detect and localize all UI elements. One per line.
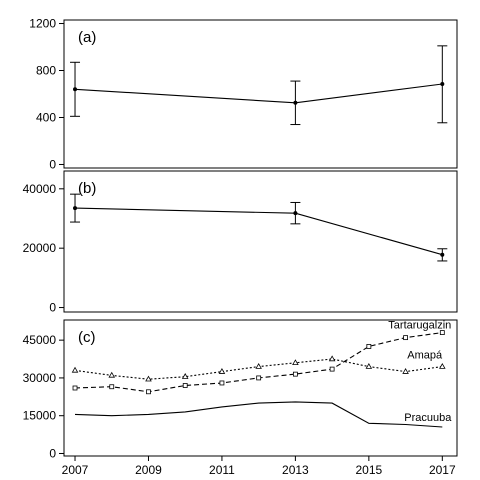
data-point bbox=[403, 335, 408, 341]
y-tick-label: 0 bbox=[49, 157, 56, 171]
data-point bbox=[402, 368, 409, 374]
y-tick-label: 15000 bbox=[23, 409, 57, 423]
plot-frame bbox=[63, 19, 458, 169]
data-point bbox=[328, 355, 336, 362]
plot-frame bbox=[63, 170, 458, 313]
panel-b: 0 20000 40000 (b) bbox=[23, 170, 458, 315]
data-point bbox=[218, 368, 226, 374]
y-tick-label: 800 bbox=[36, 64, 56, 78]
data-point bbox=[293, 100, 298, 105]
series-line-pracuuba bbox=[74, 401, 443, 428]
y-tick-label: 40000 bbox=[23, 182, 57, 196]
panel-label: (b) bbox=[78, 180, 96, 197]
panel-c: 0 15000 30000 45000 2007 2009 2011 2013 2015 2017… bbox=[23, 319, 458, 477]
data-point bbox=[292, 359, 299, 366]
data-point bbox=[439, 330, 445, 335]
panel-label: (a) bbox=[78, 29, 96, 46]
data-point bbox=[72, 385, 78, 391]
data-point bbox=[182, 383, 188, 388]
data-point bbox=[366, 344, 372, 349]
x-tick-label: 2017 bbox=[429, 463, 456, 477]
data-point bbox=[293, 211, 298, 216]
series-line-tartarugalzin bbox=[74, 332, 443, 393]
data-point bbox=[329, 366, 335, 372]
data-point bbox=[108, 371, 116, 378]
y-tick-label: 20000 bbox=[23, 241, 57, 255]
y-tick-label: 400 bbox=[36, 110, 56, 124]
data-point bbox=[73, 206, 78, 211]
x-tick-label: 2013 bbox=[282, 463, 309, 477]
series-line bbox=[74, 207, 443, 256]
series-label: Amapá bbox=[407, 350, 443, 362]
data-point bbox=[365, 362, 373, 369]
data-point bbox=[219, 380, 225, 386]
x-tick-label: 2009 bbox=[135, 463, 162, 477]
plot-frame bbox=[63, 319, 458, 457]
data-point bbox=[145, 375, 152, 382]
data-point bbox=[109, 384, 115, 390]
data-point bbox=[292, 371, 298, 377]
data-point bbox=[440, 82, 445, 87]
panel-label: (c) bbox=[78, 329, 96, 346]
data-point bbox=[255, 362, 262, 369]
data-point bbox=[439, 362, 446, 369]
panel-a: 0 400 800 1200 (a) bbox=[29, 17, 458, 171]
y-tick-label: 0 bbox=[49, 301, 56, 315]
data-point bbox=[73, 87, 78, 92]
y-tick-label: 1200 bbox=[29, 17, 56, 31]
data-point bbox=[71, 366, 79, 373]
data-point bbox=[440, 252, 445, 257]
data-point bbox=[181, 373, 189, 379]
data-point bbox=[146, 389, 151, 395]
data-point bbox=[256, 375, 262, 381]
series-label: Pracuuba bbox=[404, 412, 452, 424]
y-tick-label: 30000 bbox=[23, 371, 57, 385]
y-tick-label: 45000 bbox=[23, 333, 57, 347]
x-tick-label: 2007 bbox=[62, 463, 89, 477]
series-line bbox=[74, 83, 443, 104]
series-label: Tartarugalzin bbox=[388, 320, 451, 332]
y-tick-label: 0 bbox=[49, 446, 56, 460]
x-tick-label: 2015 bbox=[355, 463, 382, 477]
x-tick-label: 2011 bbox=[209, 463, 235, 477]
